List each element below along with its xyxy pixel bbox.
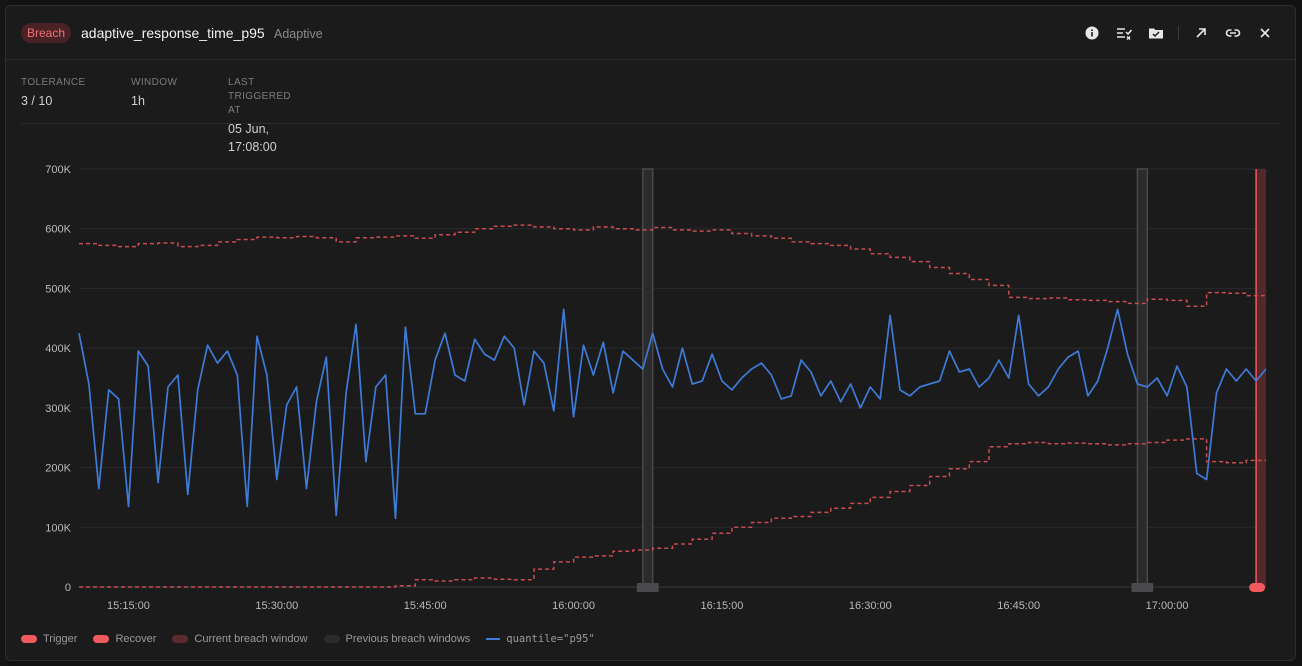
legend-previous-windows[interactable]: Previous breach windows [323,633,471,645]
chart-ticks: 0 100K 200K 300K 400K 500K 600K 700K 15:15:00 15:… [45,164,1188,612]
x-tick-label: 16:00:00 [552,600,595,612]
background-page [0,0,8,666]
open-external-button[interactable] [1189,21,1213,45]
series-swatch [486,638,501,640]
legend-previous-label: Previous breach windows [345,633,471,645]
last-triggered-value: 05 Jun, 17:08:00 [228,122,277,154]
chart-markers [636,583,1266,592]
tolerance-field: TOLERANCE 3 / 10 [21,76,86,110]
x-tick-label: 16:30:00 [849,600,892,612]
chart-series [78,224,1267,588]
threshold-band-line [79,224,1266,308]
legend-trigger[interactable]: Trigger [21,633,77,645]
tolerance-label: TOLERANCE [21,77,86,88]
previous-breach-window [642,168,654,588]
y-tick-label: 0 [65,582,71,594]
legend-current-label: Current breach window [194,633,308,645]
y-tick-label: 300K [45,403,71,415]
x-tick-label: 15:45:00 [404,600,447,612]
previous-breach-marker [1131,583,1154,592]
x-tick-label: 17:00:00 [1146,600,1189,612]
recover-swatch [93,635,110,643]
legend-recover[interactable]: Recover [93,633,156,645]
info-button[interactable] [1080,21,1104,45]
y-tick-label: 100K [45,522,71,534]
previous-breach-window [1136,168,1149,588]
y-tick-label: 400K [45,343,71,355]
series-line-p95 [78,308,1267,520]
current-window-swatch [172,635,189,643]
toolbar-separator [1178,26,1179,40]
meta-divider [21,123,1280,124]
last-triggered-label: LAST TRIGGERED AT [228,77,292,116]
legend-trigger-label: Trigger [43,633,78,645]
previous-window-swatch [323,635,340,643]
chart-grid [79,168,1266,588]
link-icon [1225,29,1241,37]
panel-header: Breach adaptive_response_time_p95 Adapti… [6,6,1295,60]
close-button[interactable] [1253,21,1277,45]
tolerance-value: 3 / 10 [21,94,53,108]
legend-current-window[interactable]: Current breach window [172,633,308,645]
legend-recover-label: Recover [115,633,157,645]
folder-check-icon [1149,28,1163,39]
legend-series[interactable]: quantile="p95" [486,633,595,645]
response-time-chart[interactable]: 0 100K 200K 300K 400K 500K 600K 700K 15:15:00 15:… [6,136,1296,616]
y-tick-label: 500K [45,283,71,295]
list-check-button[interactable] [1112,21,1136,45]
window-value: 1h [131,94,145,108]
x-tick-label: 16:45:00 [997,600,1040,612]
window-field: WINDOW 1h [131,76,177,110]
y-tick-label: 200K [45,463,71,475]
alert-type: Adaptive [274,27,323,41]
y-tick-label: 700K [45,164,71,176]
chart-legend: Trigger Recover Current breach window Pr… [21,632,611,646]
close-icon [1260,28,1270,38]
copy-link-button[interactable] [1221,21,1245,45]
current-breach-window [1256,169,1266,587]
x-tick-label: 16:15:00 [701,600,744,612]
status-badge: Breach [21,23,72,43]
threshold-band-line [79,438,1266,588]
info-icon [1085,26,1099,40]
trigger-marker [1249,583,1266,592]
alert-title: adaptive_response_time_p95 [81,25,265,41]
legend-series-label: quantile="p95" [506,633,595,645]
previous-breach-marker [636,583,659,592]
window-label: WINDOW [131,77,178,88]
folder-check-button[interactable] [1144,21,1168,45]
expand-arrow-icon [1196,28,1206,38]
y-tick-label: 600K [45,224,71,236]
x-tick-label: 15:15:00 [107,600,150,612]
trigger-swatch [21,635,37,643]
last-triggered-field: LAST TRIGGERED AT 05 Jun, 17:08:00 [228,76,291,156]
header-toolbar [1072,21,1277,45]
x-tick-label: 15:30:00 [255,600,298,612]
alert-detail-panel: Breach adaptive_response_time_p95 Adapti… [5,5,1296,661]
list-check-icon [1117,28,1132,40]
